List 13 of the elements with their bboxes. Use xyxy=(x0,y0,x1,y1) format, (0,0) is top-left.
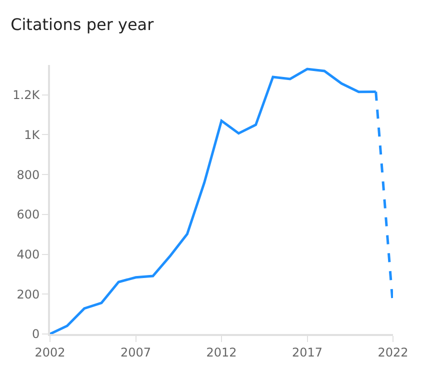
y-tick-label: 1.2K xyxy=(12,88,41,102)
x-tick-label: 2017 xyxy=(292,345,323,360)
y-tick-label: 800 xyxy=(16,168,40,182)
x-tick-label: 2007 xyxy=(120,345,152,360)
chart-title: Citations per year xyxy=(10,15,154,34)
y-tick-label: 600 xyxy=(16,208,40,222)
x-tick-label: 2022 xyxy=(378,345,408,360)
y-tick-label: 200 xyxy=(16,287,40,302)
x-tick-label: 2012 xyxy=(206,345,237,360)
y-tick-label: 400 xyxy=(16,248,40,262)
y-tick-label: 0 xyxy=(32,327,40,342)
x-tick-label: 2002 xyxy=(34,345,66,360)
y-tick-label: 1K xyxy=(24,128,41,142)
